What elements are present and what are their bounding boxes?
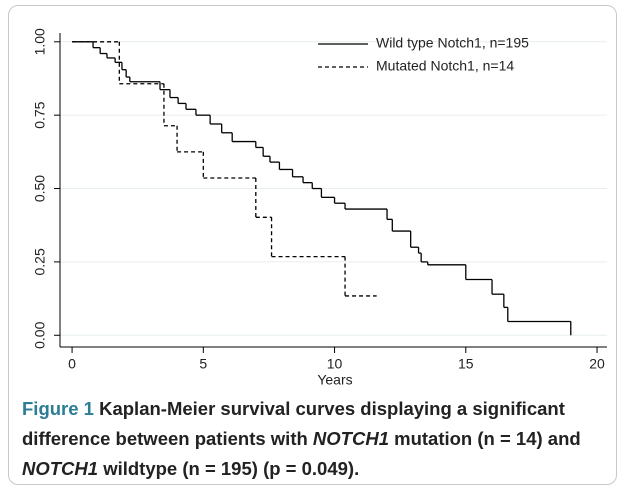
x-tick-label: 0 (68, 356, 76, 372)
x-tick-label: 15 (458, 356, 474, 372)
legend-label: Mutated Notch1, n=14 (376, 58, 514, 74)
x-axis-label: Years (317, 372, 352, 388)
y-tick-label: 0.50 (32, 175, 48, 202)
caption-text: NOTCH1 (312, 428, 389, 449)
y-tick-label: 1.00 (32, 28, 48, 55)
legend-label: Wild type Notch1, n=195 (376, 35, 529, 51)
x-tick-label: 10 (327, 356, 343, 372)
caption: Figure 1 Kaplan-Meier survival curves di… (22, 394, 602, 484)
caption-label: Figure 1 (22, 398, 94, 419)
caption-text: wildtype (n = 195) (p = 0.049). (98, 458, 360, 479)
y-tick-label: 0.75 (32, 101, 48, 128)
chart: Years 0.00 0.25 0.50 0.75 1.00 0 5 10 15 20 Wild t… (32, 28, 607, 388)
caption-text: Kaplan-Meier survival curves displaying … (22, 398, 565, 449)
x-tick-label: 5 (199, 356, 207, 372)
x-tick-label: 20 (589, 356, 605, 372)
y-tick-label: 0.00 (32, 321, 48, 348)
y-tick-label: 0.25 (32, 248, 48, 275)
caption-text: mutation (n = 14) and (388, 428, 581, 449)
figure-frame (8, 5, 617, 485)
caption-text: NOTCH1 (22, 458, 99, 479)
